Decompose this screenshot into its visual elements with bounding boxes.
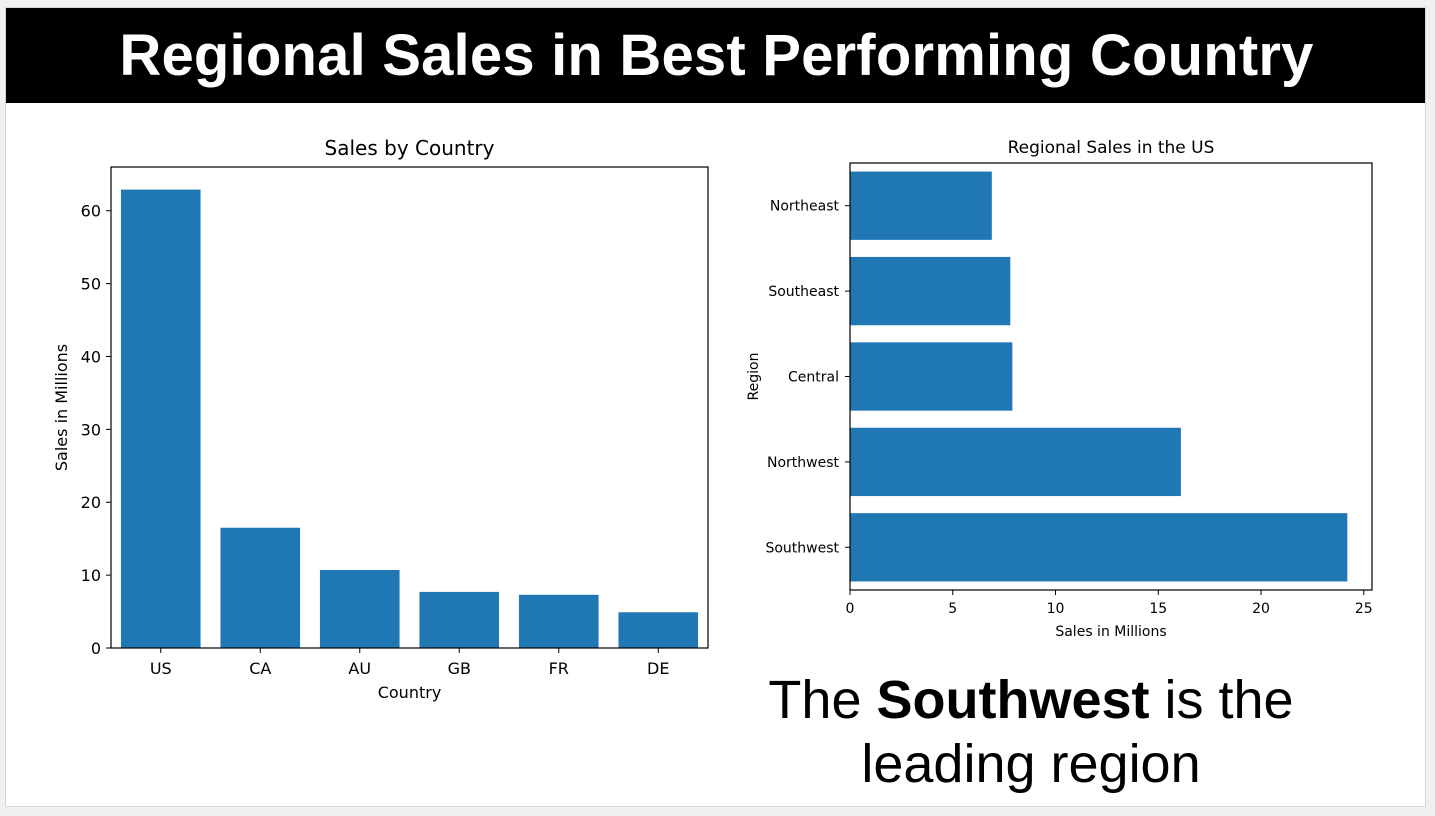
y-tick-label: Central bbox=[788, 370, 839, 386]
y-tick-label: Southeast bbox=[768, 284, 839, 300]
x-tick-label: 0 bbox=[846, 601, 855, 617]
chart-title: Regional Sales in the US bbox=[1008, 138, 1215, 158]
x-tick-label: US bbox=[150, 659, 172, 678]
x-tick-label: 10 bbox=[1047, 601, 1065, 617]
bar-au bbox=[319, 570, 400, 648]
x-axis-label: Sales in Millions bbox=[1055, 624, 1166, 640]
bar-de bbox=[618, 612, 699, 648]
bar-northeast bbox=[850, 171, 992, 240]
x-tick-label: FR bbox=[549, 659, 569, 678]
bar-us bbox=[120, 189, 201, 649]
slide-title: Regional Sales in Best Performing Countr… bbox=[119, 23, 1314, 88]
bar-ca bbox=[220, 527, 301, 648]
bar-fr bbox=[518, 594, 599, 648]
x-tick-label: 25 bbox=[1355, 601, 1373, 617]
slide: Regional Sales in Best Performing Countr… bbox=[5, 7, 1426, 807]
y-tick-label: 30 bbox=[81, 420, 101, 439]
x-tick-label: GB bbox=[448, 659, 471, 678]
x-tick-label: CA bbox=[249, 659, 271, 678]
bar-southwest bbox=[850, 513, 1348, 582]
y-axis-label: Sales in Millions bbox=[52, 344, 71, 471]
y-tick-label: 0 bbox=[91, 639, 101, 658]
y-tick-label: 20 bbox=[81, 493, 101, 512]
x-tick-label: AU bbox=[348, 659, 371, 678]
plot-frame bbox=[849, 162, 1373, 591]
title-banner: Regional Sales in Best Performing Countr… bbox=[6, 8, 1425, 103]
callout-line-2: leading region bbox=[861, 734, 1201, 794]
sales-by-country-chart: Sales by Country US CA AU GB FR DE 0 10 20 30 40 50 6… bbox=[52, 136, 709, 702]
callout-text: The Southwest is the leading region bbox=[751, 668, 1311, 796]
x-tick-label: 15 bbox=[1149, 601, 1167, 617]
y-tick-label: 10 bbox=[81, 566, 101, 585]
chart-title: Sales by Country bbox=[325, 136, 495, 160]
y-tick-label: 40 bbox=[81, 347, 101, 366]
plot-frame bbox=[110, 166, 709, 649]
callout-emphasis: Southwest bbox=[876, 670, 1150, 730]
regional-sales-us-chart: Regional Sales in the US Southwest Northwe… bbox=[746, 138, 1373, 640]
bar-central bbox=[850, 342, 1013, 411]
bar-southeast bbox=[850, 256, 1011, 326]
bar-northwest bbox=[850, 427, 1181, 497]
bar-gb bbox=[419, 591, 500, 648]
y-tick-label: Northeast bbox=[770, 199, 840, 215]
y-tick-label: 60 bbox=[81, 202, 101, 221]
x-axis-label: Country bbox=[378, 683, 442, 702]
callout-line-1: The Southwest is the bbox=[751, 668, 1311, 732]
x-tick-label: 20 bbox=[1252, 601, 1270, 617]
y-tick-label: Southwest bbox=[765, 540, 839, 556]
y-tick-label: Northwest bbox=[767, 455, 840, 471]
y-axis-label: Region bbox=[746, 353, 762, 401]
callout-suffix: is the bbox=[1149, 670, 1294, 730]
x-tick-label: DE bbox=[647, 659, 669, 678]
x-tick-label: 5 bbox=[948, 601, 957, 617]
callout-prefix: The bbox=[768, 670, 877, 730]
y-tick-label: 50 bbox=[81, 275, 101, 294]
